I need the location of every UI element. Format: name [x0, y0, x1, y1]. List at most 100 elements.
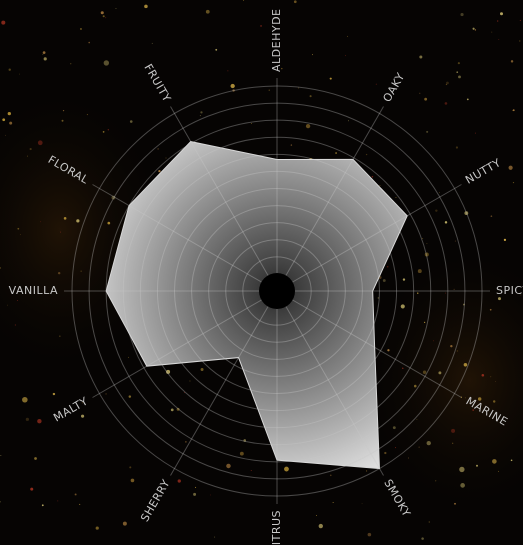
star: [128, 356, 129, 358]
star: [490, 376, 492, 378]
star: [100, 11, 104, 15]
star: [491, 31, 493, 33]
star: [495, 380, 496, 382]
star: [458, 75, 461, 79]
star: [59, 335, 61, 337]
star: [80, 270, 82, 272]
star: [371, 176, 374, 178]
star: [453, 288, 455, 291]
grid-ring: [88, 102, 466, 480]
grid-ring: [242, 256, 312, 326]
star: [2, 118, 6, 122]
star: [402, 278, 406, 281]
star: [445, 83, 448, 86]
star: [329, 474, 332, 477]
star: [445, 292, 447, 294]
star: [508, 165, 513, 170]
star: [472, 409, 474, 411]
axis-spoke: [276, 106, 384, 292]
star: [0, 501, 1, 503]
star: [492, 459, 497, 464]
star: [268, 89, 270, 91]
star: [498, 39, 500, 40]
star: [239, 451, 244, 456]
star: [37, 419, 42, 424]
star: [407, 457, 409, 459]
star: [63, 217, 67, 220]
star: [293, 0, 297, 4]
star: [450, 344, 453, 348]
star: [503, 238, 507, 242]
star: [400, 304, 405, 309]
star: [309, 95, 312, 98]
star: [444, 221, 448, 224]
star: [439, 192, 441, 194]
star: [232, 89, 235, 92]
star: [457, 62, 460, 65]
star: [177, 479, 181, 483]
star: [14, 324, 16, 326]
star: [455, 146, 459, 149]
star: [76, 219, 80, 223]
star: [424, 97, 428, 101]
star: [102, 15, 105, 18]
radar-area: [105, 141, 408, 470]
star: [492, 400, 496, 403]
star: [481, 373, 485, 377]
star: [62, 109, 65, 112]
star: [456, 350, 459, 352]
star: [103, 60, 110, 66]
star: [86, 114, 88, 116]
star: [510, 459, 513, 462]
star: [209, 494, 211, 496]
star: [444, 102, 448, 105]
star: [7, 304, 8, 306]
axis-label: CITRUS: [270, 510, 283, 545]
star: [184, 392, 185, 394]
star: [20, 234, 22, 236]
star: [377, 297, 380, 299]
star: [165, 157, 167, 159]
star: [365, 153, 368, 156]
star: [185, 441, 187, 443]
star: [8, 68, 11, 71]
star: [166, 369, 171, 374]
axis-spoke: [170, 290, 278, 476]
star: [422, 370, 427, 375]
star: [413, 384, 417, 388]
star: [170, 408, 174, 412]
star: [243, 439, 247, 442]
star: [348, 120, 350, 122]
star: [423, 321, 426, 324]
star: [129, 120, 133, 123]
star: [70, 63, 72, 65]
axis-spoke: [92, 184, 278, 292]
star: [251, 123, 252, 124]
star: [421, 537, 424, 540]
star: [105, 393, 107, 395]
star: [107, 129, 109, 131]
star: [466, 98, 469, 101]
axis-spoke: [276, 184, 462, 292]
star: [464, 397, 466, 399]
star: [379, 184, 381, 186]
star: [499, 12, 503, 16]
star: [392, 426, 396, 430]
star: [130, 478, 135, 483]
star: [17, 300, 19, 302]
star: [74, 493, 77, 496]
grid-ring: [174, 188, 380, 394]
star: [419, 92, 421, 94]
star: [519, 40, 521, 42]
star: [446, 81, 449, 85]
grid-ring: [105, 119, 449, 463]
star: [435, 480, 437, 482]
star: [176, 407, 180, 411]
star: [88, 41, 91, 44]
star: [17, 227, 20, 230]
star: [151, 42, 153, 44]
grid-ring: [139, 153, 415, 429]
star: [7, 111, 11, 116]
star: [102, 131, 105, 133]
